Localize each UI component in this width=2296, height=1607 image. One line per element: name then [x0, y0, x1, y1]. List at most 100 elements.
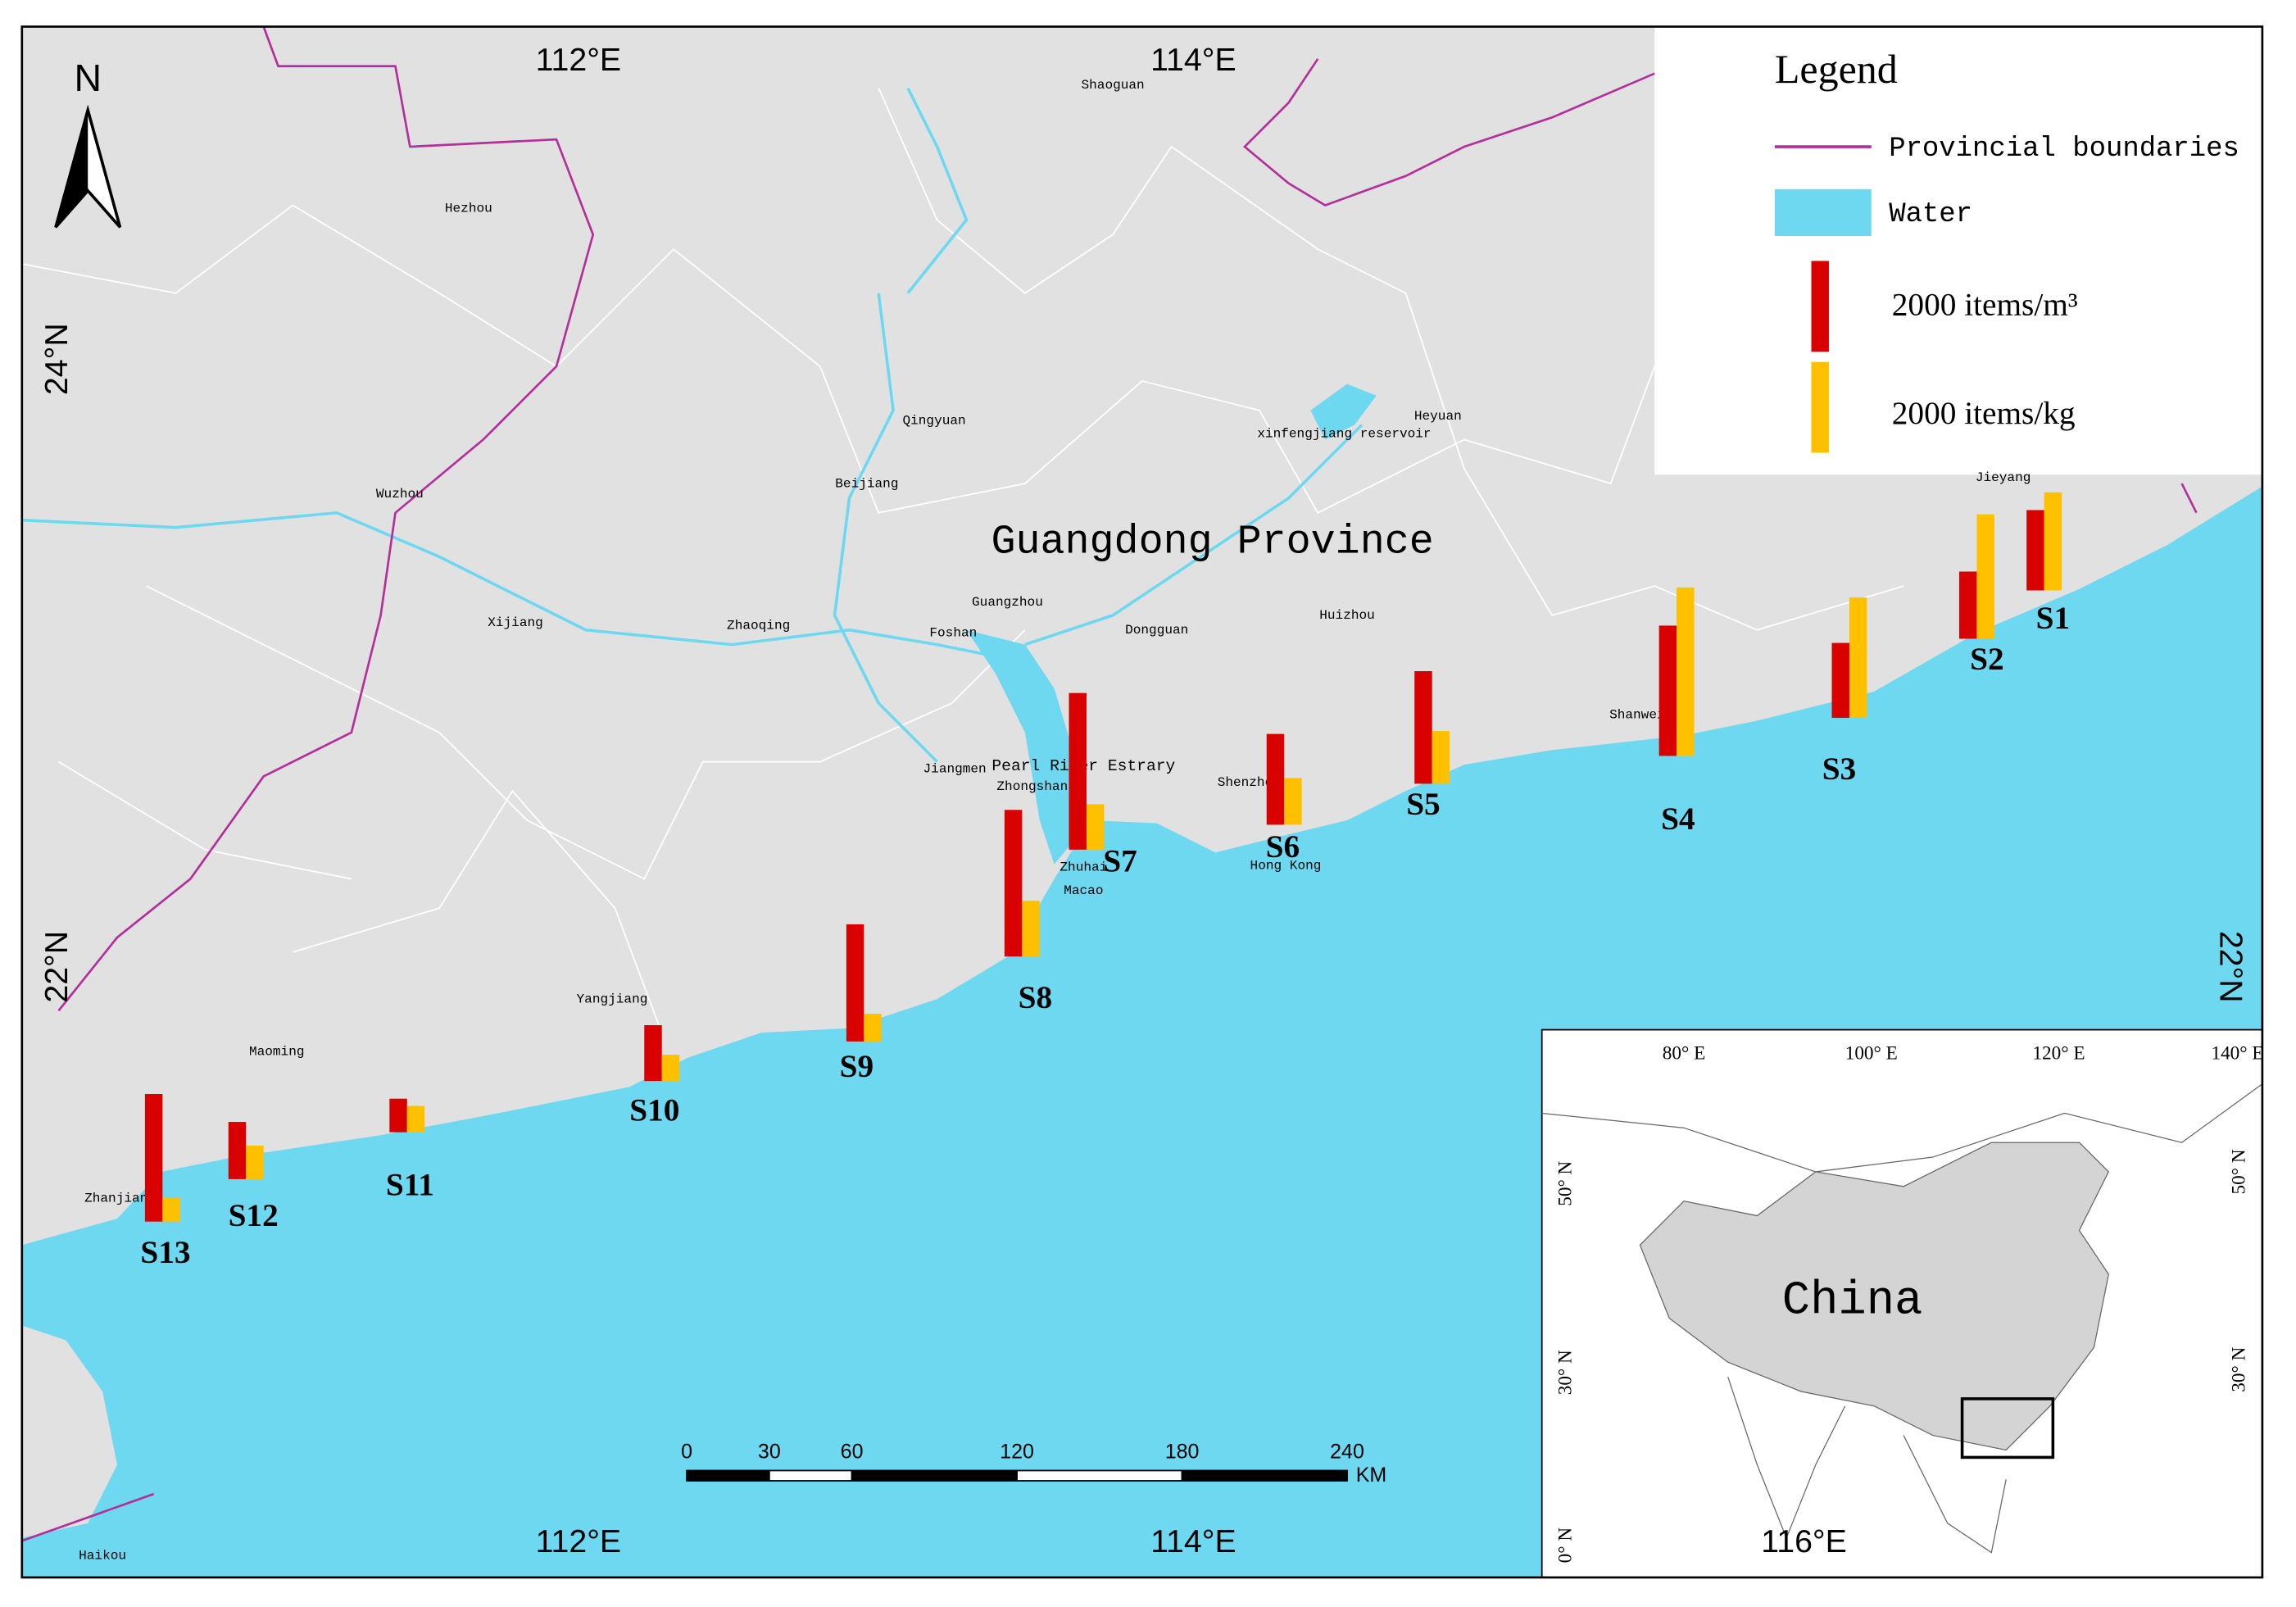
lon-label: 112°E: [536, 42, 622, 78]
district-line: [146, 585, 1026, 880]
boundary: [57, 26, 595, 1012]
place-name: Haikou: [79, 1548, 126, 1563]
legend-title: Legend: [1775, 46, 1898, 92]
place-name: xinfengjiang reservoir: [1257, 427, 1431, 442]
sediment-bar: [864, 1014, 882, 1042]
legend-water-swatch: [1774, 188, 1872, 237]
north-label: N: [74, 57, 102, 99]
district-line: [878, 88, 1904, 631]
lat-label: 22°N: [2212, 931, 2248, 1003]
water-bar: [228, 1122, 247, 1179]
legend-label: 2000 items/m³: [1892, 287, 2078, 323]
scale-label: 0: [681, 1441, 692, 1464]
inset-lat-label: 50° N: [1554, 1160, 1576, 1205]
place-name: Zhanjiang: [84, 1191, 156, 1205]
place-name: Hezhou: [445, 201, 492, 216]
water-bar: [2026, 510, 2044, 591]
place-name: Zhongshan: [996, 779, 1068, 794]
place-name: Zhaoqing: [727, 619, 790, 633]
place-name: Macao: [1064, 883, 1103, 898]
inset-lat-label: 0° N: [1554, 1528, 1576, 1564]
reservoir: [1310, 384, 1377, 440]
sediment-bar: [1677, 587, 1695, 756]
scale-segment: [1016, 1469, 1183, 1482]
boundary: [1242, 58, 1655, 207]
sediment-bar: [1284, 778, 1302, 825]
scale-label: 240: [1330, 1441, 1364, 1464]
station-label: S4: [1661, 801, 1695, 837]
station-label: S6: [1266, 828, 1300, 865]
station-label: S12: [229, 1197, 279, 1233]
place-name: Huizhou: [1319, 608, 1375, 623]
place-name: Wuzhou: [376, 487, 424, 502]
place-name: Yangjiang: [577, 992, 648, 1006]
sediment-bar: [162, 1197, 180, 1222]
scale-segment: [851, 1469, 1018, 1482]
district-line: [58, 760, 660, 1026]
inset-lon-label: 100° E: [1845, 1042, 1898, 1064]
sediment-bar: [406, 1105, 425, 1133]
inset-extent-box: [1960, 1397, 2055, 1459]
rivers: [21, 87, 1364, 763]
sediment-bar: [1086, 804, 1105, 850]
lat-label: 24°N: [39, 323, 75, 395]
station-label: S13: [140, 1234, 190, 1270]
inset-lon-label: 120° E: [2032, 1042, 2085, 1064]
scale-label: 180: [1165, 1441, 1200, 1464]
station-label: S1: [2036, 600, 2071, 636]
legend-label: Provincial boundaries: [1889, 134, 2239, 165]
lon-label: 114°E: [1150, 42, 1236, 78]
region-label: Guangdong Province: [991, 520, 1433, 566]
sediment-bar: [1849, 597, 1867, 718]
place-name: Jieyang: [1976, 470, 2031, 485]
water-bar: [1414, 670, 1432, 784]
place-name: Beijiang: [835, 476, 898, 491]
station-label: S5: [1406, 786, 1441, 822]
place-name: Qingyuan: [902, 413, 965, 428]
place-name: Xijiang: [488, 615, 543, 630]
place-name: Dongguan: [1125, 623, 1188, 638]
legend-label: 2000 items/kg: [1892, 395, 2076, 431]
scale-label: 60: [841, 1441, 864, 1464]
provincial-boundaries: [21, 26, 2198, 1542]
place-name: Maoming: [249, 1045, 305, 1060]
river: [21, 511, 1011, 661]
water-bar: [144, 1094, 163, 1222]
place-name: Heyuan: [1414, 409, 1462, 424]
inset-lon-label: 140° E: [2211, 1042, 2263, 1064]
scale-segment: [686, 1469, 770, 1482]
river: [906, 87, 969, 294]
river: [833, 293, 938, 763]
scale-label: 30: [758, 1441, 781, 1464]
boundary: [21, 483, 2198, 1542]
place-name: Zhuhai: [1060, 860, 1107, 874]
lat-label: 22°N: [39, 931, 75, 1003]
legend-box: [1654, 26, 2262, 475]
estuary: [966, 629, 1091, 865]
sediment-bar: [1022, 901, 1040, 957]
station-label: S10: [629, 1092, 679, 1128]
inset-borders: [1541, 1083, 2263, 1554]
legend-bar: [1811, 361, 1829, 453]
place-name: Shenzhen: [1218, 775, 1281, 790]
district-line: [21, 204, 1656, 514]
scale-segment: [1181, 1469, 1348, 1482]
sediment-bar: [2044, 492, 2062, 591]
water-bar: [1831, 642, 1849, 718]
water-bar: [1958, 571, 1977, 639]
place-name: Guangzhou: [972, 595, 1043, 610]
inset-lat-label: 30° N: [1554, 1350, 1576, 1395]
place-name: Hong Kong: [1250, 859, 1322, 874]
scale-segment: [768, 1469, 853, 1482]
north-arrow-half: [55, 110, 88, 228]
lon-label: 116°E: [1761, 1523, 1847, 1559]
inset-lat-label: 30° N: [2228, 1346, 2249, 1391]
place-name: Shanwei: [1609, 708, 1665, 723]
inset-label: China: [1782, 1274, 1923, 1328]
water-bar: [644, 1024, 662, 1082]
water-bar: [1658, 625, 1677, 756]
hainan: [21, 1325, 117, 1538]
legend-label: Water: [1889, 199, 1972, 230]
